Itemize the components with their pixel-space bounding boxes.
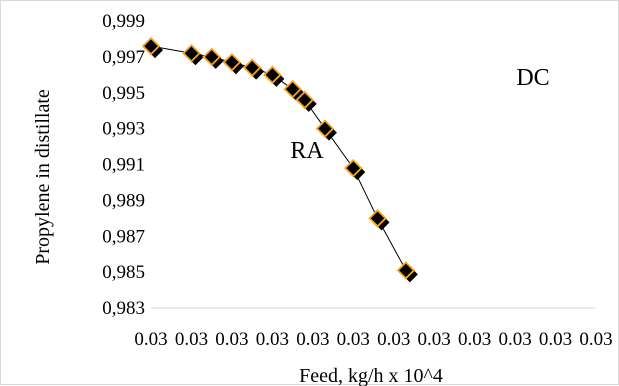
x-tick-label: 0.03 — [337, 329, 370, 350]
data-point-marker — [295, 90, 315, 110]
x-tick-label: 0.03 — [134, 329, 167, 350]
data-point-marker — [242, 58, 262, 77]
y-axis-ticks: 0,983 0,985 0,987 0,989 0,991 0,993 0,995 0,997… — [102, 11, 145, 319]
x-tick-label: 0.03 — [296, 329, 329, 350]
x-tick-label: 0.03 — [377, 329, 410, 350]
y-tick-label: 0,993 — [102, 119, 145, 140]
y-tick-label: 0,991 — [102, 155, 145, 176]
x-tick-label: 0.03 — [175, 329, 208, 350]
data-point-marker — [263, 65, 282, 85]
x-tick-label: 0.03 — [418, 329, 451, 350]
y-tick-label: 0,995 — [102, 83, 145, 104]
x-tick-label: 0.03 — [215, 329, 248, 350]
x-tick-label: 0.03 — [498, 329, 531, 350]
data-point-marker — [396, 261, 416, 280]
data-point-marker — [202, 47, 221, 67]
data-point-marker — [368, 209, 387, 228]
x-tick-label: 0.03 — [539, 329, 572, 350]
y-axis-title: Propylene in distillate — [32, 89, 54, 265]
series-markers — [141, 36, 418, 283]
y-tick-label: 0,985 — [102, 262, 145, 283]
data-point-marker — [182, 44, 201, 63]
data-point-marker — [222, 52, 242, 72]
y-tick-label: 0,983 — [102, 298, 145, 319]
data-point-marker — [141, 36, 161, 56]
x-tick-label: 0.03 — [458, 329, 491, 350]
annotation-dc: DC — [516, 65, 549, 91]
x-tick-label: 0.03 — [579, 329, 612, 350]
x-axis-title: Feed, kg/h x 10^4 — [299, 365, 443, 386]
data-point-marker — [283, 79, 302, 99]
y-tick-label: 0,997 — [102, 47, 145, 68]
y-tick-label: 0,999 — [102, 11, 145, 32]
y-tick-label: 0,987 — [102, 226, 145, 247]
y-tick-label: 0,989 — [102, 190, 145, 211]
data-point-marker — [343, 158, 363, 178]
x-axis-ticks: 0.03 0.03 0.03 0.03 0.03 0.03 0.03 0.03 0.03 0.03… — [134, 329, 612, 350]
annotation-ra: RA — [290, 138, 324, 164]
x-tick-label: 0.03 — [256, 329, 289, 350]
data-point-marker — [315, 119, 335, 138]
